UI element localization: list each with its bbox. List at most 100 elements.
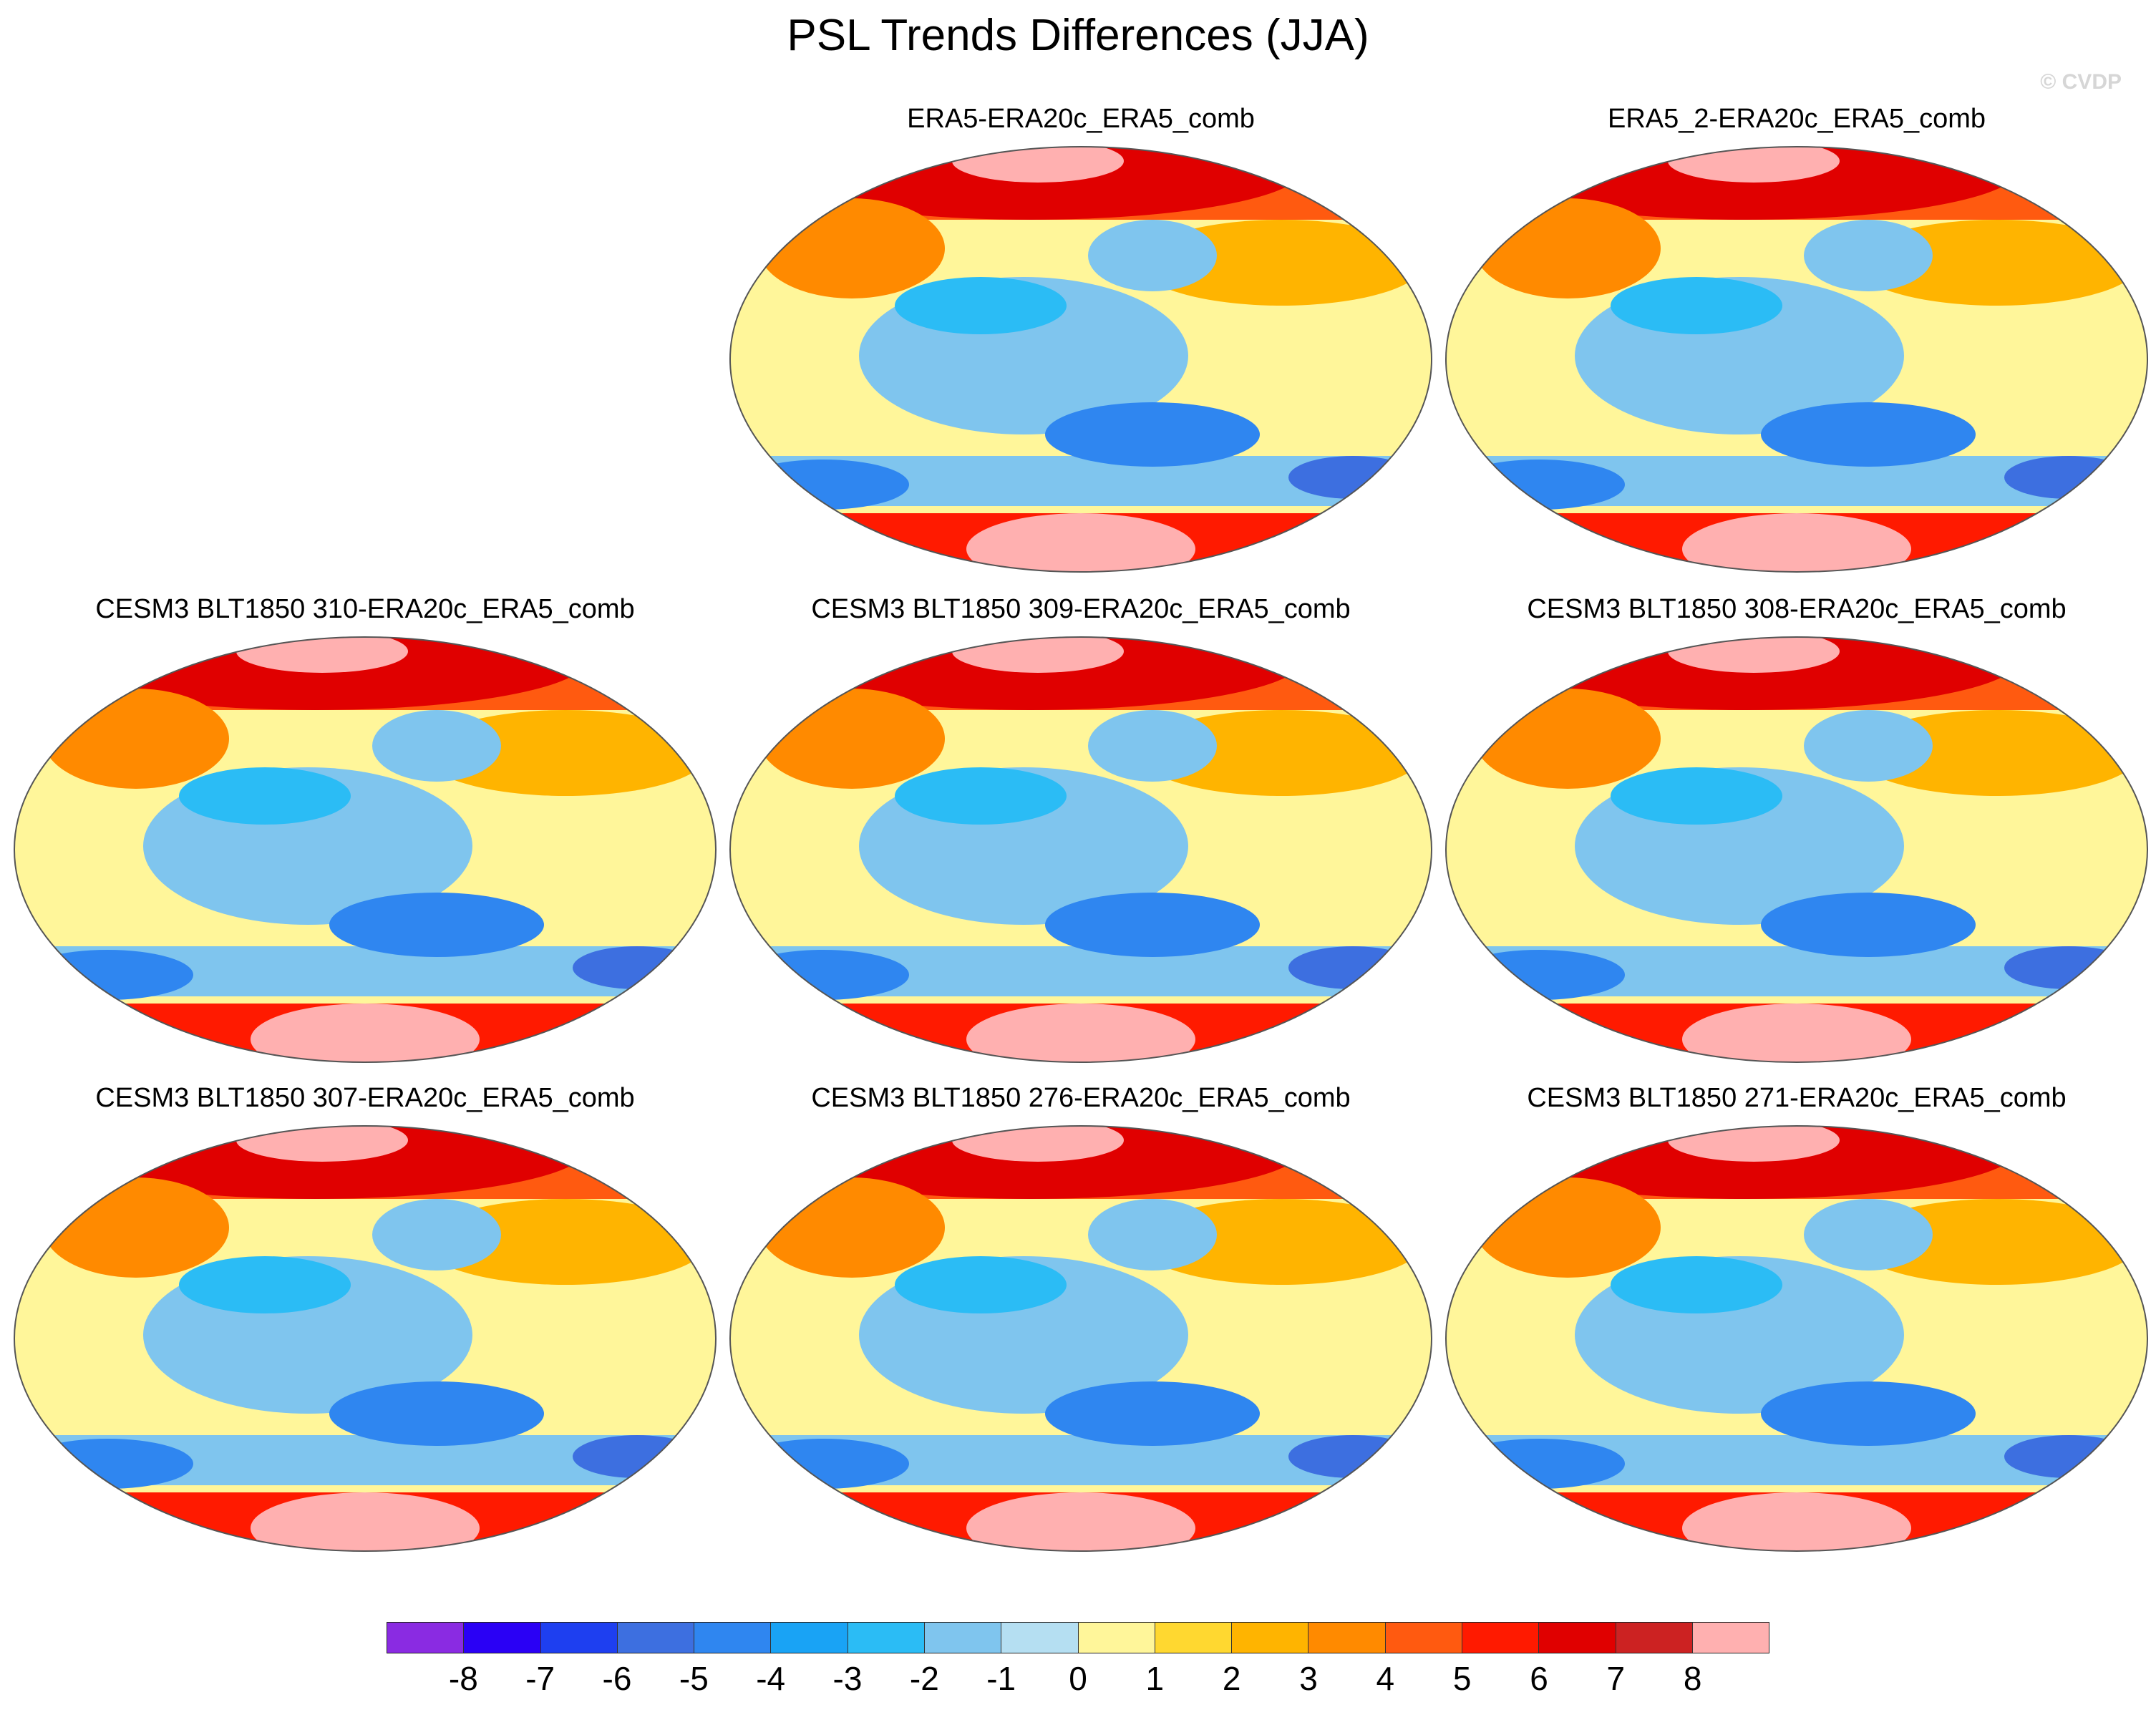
map-panel-cesm3-309: CESM3 BLT1850 309-ERA20c_ERA5_comb <box>723 594 1439 1081</box>
south-blue-core-center <box>329 893 544 957</box>
atlantic-blue <box>1804 710 1933 782</box>
panel-title: ERA5_2-ERA20c_ERA5_comb <box>1607 104 1986 134</box>
atlantic-blue <box>372 1199 501 1271</box>
colorbar-tick-label: -7 <box>525 1660 555 1697</box>
map-panel-cesm3-276: CESM3 BLT1850 276-ERA20c_ERA5_comb <box>723 1083 1439 1570</box>
pacific-blue-core <box>179 767 351 825</box>
psl-trend-map <box>1444 145 2149 573</box>
map-outline <box>1444 1124 2149 1553</box>
colorbar-swatch <box>848 1623 925 1653</box>
colorbar-swatch <box>1308 1623 1386 1653</box>
map-panel-cesm3-307: CESM3 BLT1850 307-ERA20c_ERA5_comb <box>7 1083 723 1570</box>
atlantic-blue <box>1088 220 1217 291</box>
asia-orange <box>1475 1177 1661 1278</box>
asia-orange <box>43 689 229 789</box>
psl-trend-map <box>1444 1124 2149 1553</box>
colorbar-swatch <box>464 1623 541 1653</box>
colorbar-swatch <box>1078 1623 1155 1653</box>
antarctic-pink-core <box>966 1004 1195 1062</box>
colorbar-tick-label: 6 <box>1530 1660 1548 1697</box>
atlantic-blue <box>372 710 501 782</box>
colorbar-swatch <box>1385 1623 1462 1653</box>
antarctic-pink-core <box>966 1492 1195 1551</box>
antarctic-pink-core <box>966 513 1195 572</box>
colorbar-tick-label: -4 <box>756 1660 786 1697</box>
colorbar-swatch <box>1539 1623 1616 1653</box>
colorbar-swatch <box>617 1623 695 1653</box>
figure-title: PSL Trends Differences (JJA) <box>787 11 1369 60</box>
colorbar-tick-label: 7 <box>1606 1660 1626 1697</box>
colorbar-swatch <box>1462 1623 1540 1653</box>
panel-title: ERA5-ERA20c_ERA5_comb <box>907 104 1255 134</box>
colorbar-tick-label: -8 <box>448 1660 478 1697</box>
pacific-blue-core <box>1611 767 1782 825</box>
colorbar-swatch <box>1616 1623 1693 1653</box>
asia-orange <box>43 1177 229 1278</box>
pacific-blue-core <box>179 1256 351 1313</box>
colorbar-tick-label: -3 <box>832 1660 863 1697</box>
colorbar-tick-label: -5 <box>679 1660 709 1697</box>
pacific-blue-core <box>1611 277 1782 334</box>
map-panel-cesm3-308: CESM3 BLT1850 308-ERA20c_ERA5_comb <box>1439 594 2155 1081</box>
colorbar-tick-label: 1 <box>1145 1660 1165 1697</box>
psl-trend-map <box>729 636 1433 1064</box>
colorbar-tick-label: 0 <box>1069 1660 1087 1697</box>
atlantic-blue <box>1804 1199 1933 1271</box>
south-blue-core-center <box>1761 402 1976 467</box>
map-panel-cesm3-310: CESM3 BLT1850 310-ERA20c_ERA5_comb <box>7 594 723 1081</box>
map-outline <box>729 1124 1433 1553</box>
colorbar-swatch <box>1692 1623 1769 1653</box>
asia-orange <box>1475 198 1661 298</box>
psl-trend-map <box>1444 636 2149 1064</box>
antarctic-pink-core <box>251 1004 480 1062</box>
map-outline <box>729 636 1433 1064</box>
colorbar-swatch <box>1232 1623 1309 1653</box>
colorbar-tick-label: -2 <box>909 1660 939 1697</box>
colorbar <box>387 1622 1769 1653</box>
psl-trend-map <box>729 145 1433 573</box>
pacific-blue-core <box>895 277 1067 334</box>
panel-title: CESM3 BLT1850 309-ERA20c_ERA5_comb <box>811 594 1351 624</box>
atlantic-blue <box>1088 1199 1217 1271</box>
panel-title: CESM3 BLT1850 307-ERA20c_ERA5_comb <box>95 1083 635 1113</box>
psl-trend-map <box>13 636 717 1064</box>
map-outline <box>729 145 1433 573</box>
colorbar-swatch <box>1001 1623 1079 1653</box>
south-blue-core-center <box>1045 402 1260 467</box>
panel-title: CESM3 BLT1850 271-ERA20c_ERA5_comb <box>1527 1083 2067 1113</box>
map-panel-cesm3-271: CESM3 BLT1850 271-ERA20c_ERA5_comb <box>1439 1083 2155 1570</box>
map-panel-era5: ERA5-ERA20c_ERA5_comb <box>723 104 1439 591</box>
colorbar-swatch <box>924 1623 1002 1653</box>
south-blue-core-center <box>1045 1381 1260 1446</box>
panel-title: CESM3 BLT1850 310-ERA20c_ERA5_comb <box>95 594 635 624</box>
atlantic-blue <box>1804 220 1933 291</box>
map-outline <box>13 1124 717 1553</box>
antarctic-pink-core <box>251 1492 480 1551</box>
antarctic-pink-core <box>1682 1004 1911 1062</box>
colorbar-tick-label: 4 <box>1376 1660 1395 1697</box>
south-blue-core-center <box>329 1381 544 1446</box>
colorbar-tick-label: 3 <box>1299 1660 1318 1697</box>
south-blue-core-center <box>1045 893 1260 957</box>
panel-title: CESM3 BLT1850 276-ERA20c_ERA5_comb <box>811 1083 1351 1113</box>
colorbar-tick-label: 2 <box>1222 1660 1241 1697</box>
antarctic-pink-core <box>1682 1492 1911 1551</box>
pacific-blue-core <box>1611 1256 1782 1313</box>
south-blue-core-center <box>1761 893 1976 957</box>
south-blue-core-center <box>1761 1381 1976 1446</box>
pacific-blue-core <box>895 767 1067 825</box>
map-panel-era5-2: ERA5_2-ERA20c_ERA5_comb <box>1439 104 2155 591</box>
colorbar-swatch <box>540 1623 618 1653</box>
pacific-blue-core <box>895 1256 1067 1313</box>
map-outline <box>1444 636 2149 1064</box>
colorbar-tick-label: -6 <box>602 1660 632 1697</box>
colorbar-tick-label: 5 <box>1452 1660 1472 1697</box>
asia-orange <box>759 689 945 789</box>
colorbar-swatch <box>1155 1623 1233 1653</box>
antarctic-pink-core <box>1682 513 1911 572</box>
colorbar-tick-label: 8 <box>1683 1660 1702 1697</box>
asia-orange <box>1475 689 1661 789</box>
colorbar-swatch <box>694 1623 772 1653</box>
colorbar-tick-label: -1 <box>986 1660 1016 1697</box>
psl-trend-map <box>13 1124 717 1553</box>
